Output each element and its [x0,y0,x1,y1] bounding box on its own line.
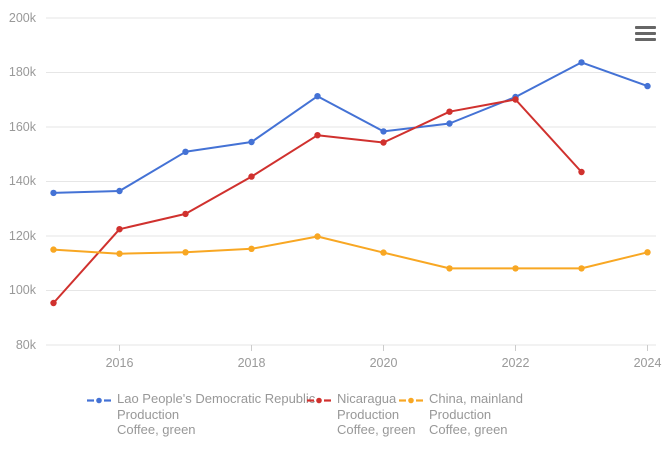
data-point-marker[interactable] [446,265,453,272]
legend-series-element: Production [429,406,492,422]
legend-line-marker-icon [399,397,423,404]
data-point-marker[interactable] [578,265,585,272]
y-axis-label: 120k [8,228,36,243]
legend-item-nicaragua[interactable]: Nicaragua Production Coffee, green [307,391,416,438]
data-point-marker[interactable] [644,82,651,90]
y-axis-label: 200k [8,10,36,25]
y-axis-label: 100k [8,283,36,297]
data-point-marker[interactable] [182,249,189,256]
x-axis-label: 2020 [369,356,398,370]
data-point-marker[interactable] [314,132,321,139]
chart-context-menu-button[interactable] [632,22,660,45]
data-point-marker[interactable] [116,250,123,257]
data-point-marker[interactable] [314,233,321,240]
data-point-marker[interactable] [248,138,255,146]
hamburger-icon [635,26,657,41]
series-line [52,235,649,270]
data-point-marker[interactable] [578,59,585,66]
data-point-marker[interactable] [512,265,519,272]
legend-series-item: Coffee, green [337,422,416,437]
legend-item-lao[interactable]: Lao People's Democratic Republic Product… [87,391,315,438]
y-axis-label: 80k [15,337,36,352]
data-point-marker[interactable] [314,93,321,100]
x-axis-label: 2016 [105,356,134,370]
legend-series-name: Nicaragua [337,391,397,406]
data-point-marker[interactable] [248,245,255,252]
legend-series-element: Production [337,406,400,422]
legend-item-china[interactable]: China, mainland Production Coffee, green [399,391,523,438]
legend-series-item: Coffee, green [429,422,508,437]
series-line [52,61,649,194]
y-axis-label: 140k [8,174,36,188]
legend-series-name: Lao People's Democratic Republic [117,391,316,406]
data-point-marker[interactable] [578,168,585,176]
data-point-marker[interactable] [50,299,57,307]
data-point-marker[interactable] [182,210,189,218]
data-point-marker[interactable] [50,189,57,197]
y-axis-label: 160k [8,119,36,134]
legend-line-marker-icon [87,397,111,404]
data-point-marker[interactable] [512,96,519,103]
data-point-marker[interactable] [380,249,387,256]
data-point-marker[interactable] [446,120,453,127]
data-point-marker[interactable] [446,108,453,115]
legend-line-marker-icon [307,397,331,404]
data-point-marker[interactable] [380,139,387,146]
y-axis-label: 180k [8,65,36,79]
x-axis-label: 2022 [501,356,530,370]
data-point-marker[interactable] [182,148,189,155]
data-point-marker[interactable] [50,246,57,253]
legend-series-name: China, mainland [429,391,523,406]
data-point-marker[interactable] [644,249,651,256]
legend-series-item: Coffee, green [117,422,196,437]
series-line [52,98,583,304]
data-point-marker[interactable] [248,173,255,180]
data-point-marker[interactable] [116,226,123,233]
legend-series-element: Production [117,406,180,422]
data-point-marker[interactable] [380,128,387,135]
x-axis-label: 2018 [237,356,266,370]
x-axis-label: 2024 [633,356,662,370]
data-point-marker[interactable] [116,187,123,195]
